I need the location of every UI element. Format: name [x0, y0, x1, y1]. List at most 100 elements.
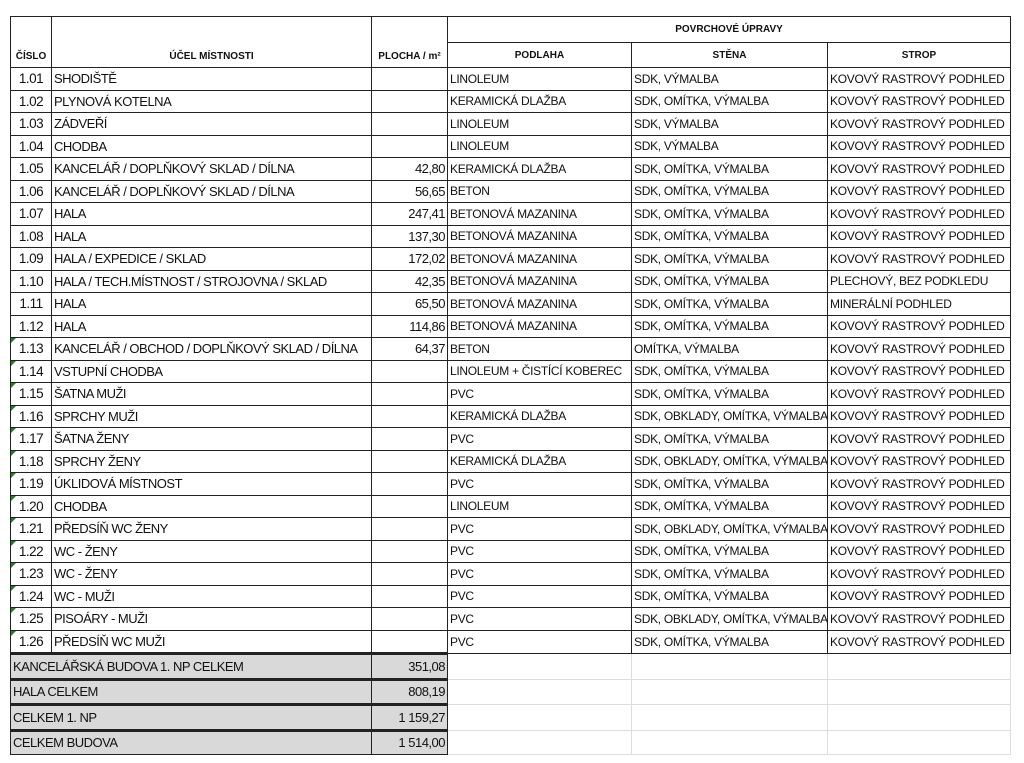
- room-purpose: ZÁDVEŘÍ: [51, 112, 372, 136]
- floor-finish: PVC: [447, 539, 632, 563]
- room-area: [371, 67, 448, 91]
- table-row: 1.13 KANCELÁŘ / OBCHOD / DOPLŇKOVÝ SKLAD …: [10, 337, 1012, 361]
- table-row: 1.12 HALA 114,86 BETONOVÁ MAZANINA SDK, OMÍT…: [10, 314, 1012, 338]
- ceiling-finish: KOVOVÝ RASTROVÝ PODHLED: [826, 202, 1012, 226]
- wall-finish: SDK, OMÍTKA, VÝMALBA: [631, 292, 828, 316]
- total-row: CELKEM 1. NP 1 159,27: [10, 703, 1012, 731]
- floor-finish: PVC: [447, 517, 632, 541]
- room-area: [371, 449, 448, 473]
- room-area: 137,30: [371, 224, 448, 248]
- room-purpose: WC - ŽENY: [51, 562, 372, 586]
- floor-finish: PVC: [447, 427, 632, 451]
- wall-finish: SDK, OMÍTKA, VÝMALBA: [631, 269, 828, 293]
- wall-finish: SDK, OMÍTKA, VÝMALBA: [631, 427, 828, 451]
- room-area: [371, 359, 448, 383]
- ceiling-finish: KOVOVÝ RASTROVÝ PODHLED: [826, 562, 1012, 586]
- wall-finish: SDK, VÝMALBA: [631, 134, 828, 158]
- wall-finish: SDK, OMÍTKA, VÝMALBA: [631, 382, 828, 406]
- room-number: 1.18: [10, 449, 52, 473]
- wall-finish: SDK, OMÍTKA, VÝMALBA: [631, 89, 828, 113]
- room-number: 1.04: [10, 134, 52, 158]
- empty-cell: [631, 678, 828, 705]
- table-row: 1.18 SPRCHY ŽENY KERAMICKÁ DLAŽBA SDK, OBKL…: [10, 449, 1012, 473]
- room-purpose: HALA / EXPEDICE / SKLAD: [51, 247, 372, 271]
- room-purpose: WC - ŽENY: [51, 539, 372, 563]
- floor-finish: PVC: [447, 607, 632, 631]
- room-purpose: KANCELÁŘ / DOPLŇKOVÝ SKLAD / DÍLNA: [51, 179, 372, 203]
- room-area: [371, 629, 448, 654]
- header-stena: STĚNA: [631, 42, 828, 68]
- table-row: 1.04 CHODBA LINOLEUM SDK, VÝMALBA KOVOVÝ RAS…: [10, 134, 1012, 158]
- room-purpose: CHODBA: [51, 494, 372, 518]
- room-area: 172,02: [371, 247, 448, 271]
- ceiling-finish: KOVOVÝ RASTROVÝ PODHLED: [826, 427, 1012, 451]
- table-row: 1.01 SHODIŠTĚ LINOLEUM SDK, VÝMALBA KOVOVÝ R…: [10, 67, 1012, 91]
- floor-finish: BETONOVÁ MAZANINA: [447, 202, 632, 226]
- room-number: 1.13: [10, 337, 52, 361]
- wall-finish: SDK, OMÍTKA, VÝMALBA: [631, 494, 828, 518]
- table-row: 1.16 SPRCHY MUŽI KERAMICKÁ DLAŽBA SDK, OBKL…: [10, 404, 1012, 428]
- floor-finish: LINOLEUM: [447, 67, 632, 91]
- room-area: [371, 427, 448, 451]
- table-row: 1.22 WC - ŽENY PVC SDK, OMÍTKA, VÝMALBA KOVO…: [10, 539, 1012, 563]
- ceiling-finish: KOVOVÝ RASTROVÝ PODHLED: [826, 224, 1012, 248]
- empty-cell: [447, 678, 632, 705]
- room-number: 1.24: [10, 584, 52, 608]
- empty-cell: [826, 678, 1012, 705]
- table-row: 1.02 PLYNOVÁ KOTELNA KERAMICKÁ DLAŽBA SDK, …: [10, 89, 1012, 113]
- room-number: 1.19: [10, 472, 52, 496]
- header-strop: STROP: [826, 42, 1012, 68]
- total-row: HALA CELKEM 808,19: [10, 677, 1012, 705]
- room-number: 1.23: [10, 562, 52, 586]
- table-row: 1.19 ÚKLIDOVÁ MÍSTNOST PVC SDK, OMÍTKA, VÝM…: [10, 472, 1012, 496]
- empty-cell: [826, 704, 1012, 731]
- empty-cell: [447, 704, 632, 731]
- wall-finish: SDK, OMÍTKA, VÝMALBA: [631, 629, 828, 654]
- room-area: 247,41: [371, 202, 448, 226]
- empty-cell: [631, 653, 828, 680]
- total-area: 351,08: [371, 652, 448, 680]
- ceiling-finish: KOVOVÝ RASTROVÝ PODHLED: [826, 157, 1012, 181]
- ceiling-finish: KOVOVÝ RASTROVÝ PODHLED: [826, 382, 1012, 406]
- empty-cell: [447, 653, 632, 680]
- wall-finish: SDK, OBKLADY, OMÍTKA, VÝMALBA: [631, 404, 828, 428]
- ceiling-finish: KOVOVÝ RASTROVÝ PODHLED: [826, 607, 1012, 631]
- ceiling-finish: KOVOVÝ RASTROVÝ PODHLED: [826, 337, 1012, 361]
- ceiling-finish: KOVOVÝ RASTROVÝ PODHLED: [826, 494, 1012, 518]
- header-podlaha: PODLAHA: [447, 42, 632, 68]
- wall-finish: SDK, OMÍTKA, VÝMALBA: [631, 562, 828, 586]
- ceiling-finish: KOVOVÝ RASTROVÝ PODHLED: [826, 179, 1012, 203]
- room-schedule-table: ČÍSLO ÚČEL MÍSTNOSTI PLOCHA / m² POVRCHO…: [10, 16, 1012, 755]
- room-number: 1.11: [10, 292, 52, 316]
- wall-finish: SDK, VÝMALBA: [631, 112, 828, 136]
- ceiling-finish: KOVOVÝ RASTROVÝ PODHLED: [826, 449, 1012, 473]
- table-row: 1.21 PŘEDSÍŇ WC ŽENY PVC SDK, OBKLADY, OMÍT…: [10, 517, 1012, 541]
- room-area: [371, 539, 448, 563]
- wall-finish: SDK, VÝMALBA: [631, 67, 828, 91]
- header-cislo: ČÍSLO: [10, 16, 52, 68]
- floor-finish: LINOLEUM: [447, 134, 632, 158]
- total-label: KANCELÁŘSKÁ BUDOVA 1. NP CELKEM: [10, 652, 372, 680]
- ceiling-finish: KOVOVÝ RASTROVÝ PODHLED: [826, 89, 1012, 113]
- room-area: [371, 494, 448, 518]
- wall-finish: SDK, OBKLADY, OMÍTKA, VÝMALBA: [631, 449, 828, 473]
- floor-finish: BETONOVÁ MAZANINA: [447, 314, 632, 338]
- total-row: CELKEM BUDOVA 1 514,00: [10, 728, 1012, 755]
- table-row: 1.17 ŠATNA ŽENY PVC SDK, OMÍTKA, VÝMALBA KOV…: [10, 427, 1012, 451]
- room-purpose: ŠATNA ŽENY: [51, 427, 372, 451]
- room-area: 114,86: [371, 314, 448, 338]
- room-purpose: SPRCHY ŽENY: [51, 449, 372, 473]
- room-number: 1.16: [10, 404, 52, 428]
- table-row: 1.11 HALA 65,50 BETONOVÁ MAZANINA SDK, OMÍTK…: [10, 292, 1012, 316]
- table-row: 1.15 ŠATNA MUŽI PVC SDK, OMÍTKA, VÝMALBA KOV…: [10, 382, 1012, 406]
- room-area: [371, 89, 448, 113]
- ceiling-finish: KOVOVÝ RASTROVÝ PODHLED: [826, 134, 1012, 158]
- room-purpose: ÚKLIDOVÁ MÍSTNOST: [51, 472, 372, 496]
- ceiling-finish: PLECHOVÝ, BEZ PODKLEDU: [826, 269, 1012, 293]
- floor-finish: KERAMICKÁ DLAŽBA: [447, 89, 632, 113]
- room-area: [371, 472, 448, 496]
- room-area: [371, 607, 448, 631]
- ceiling-finish: KOVOVÝ RASTROVÝ PODHLED: [826, 629, 1012, 654]
- table-row: 1.24 WC - MUŽI PVC SDK, OMÍTKA, VÝMALBA KOVO…: [10, 584, 1012, 608]
- empty-cell: [447, 729, 632, 755]
